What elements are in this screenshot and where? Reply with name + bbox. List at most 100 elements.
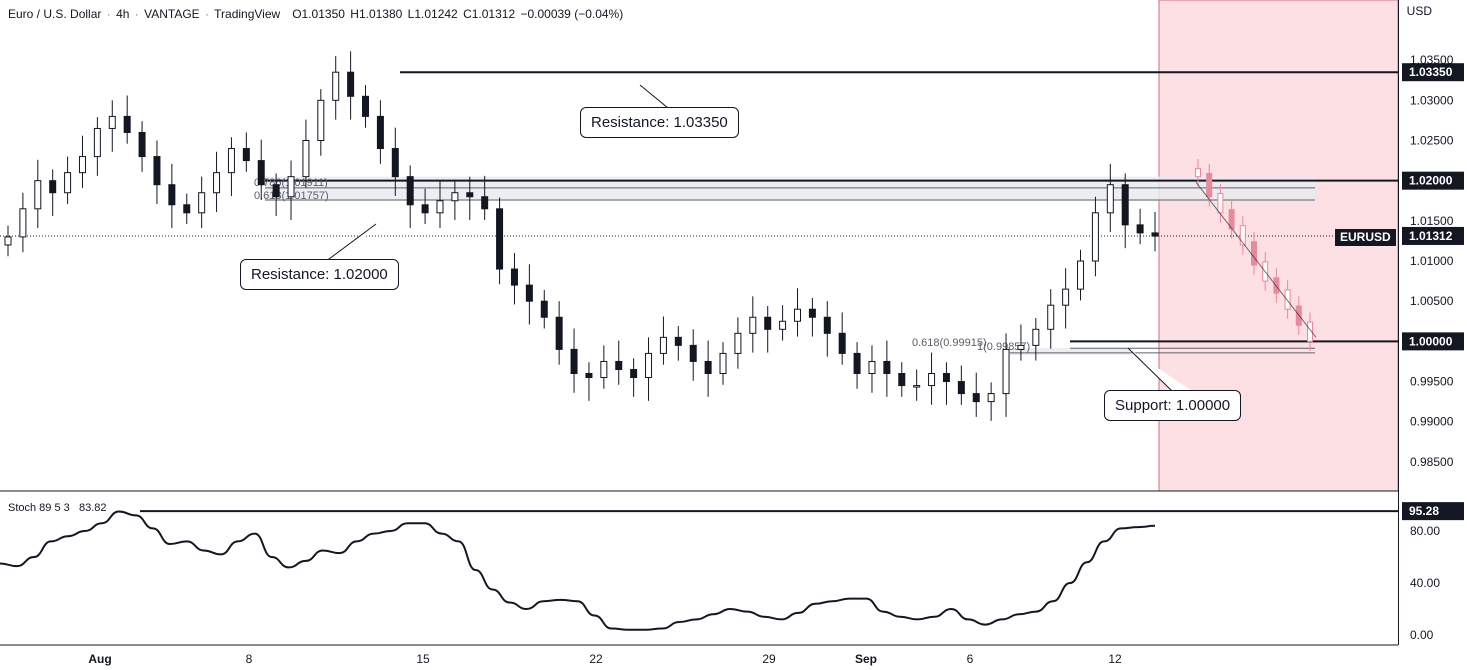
- candle-body: [1017, 344, 1025, 350]
- pointer-resistance-top: [639, 84, 690, 109]
- y-tick-label: 1.02500: [1410, 134, 1454, 148]
- candle-body: [600, 360, 608, 379]
- candle: [49, 169, 57, 217]
- callout-support[interactable]: Support: 1.00000: [1104, 390, 1242, 421]
- candle: [808, 297, 816, 337]
- forecast-body: [1195, 168, 1201, 178]
- candle-body: [853, 352, 861, 374]
- candle-body: [1032, 328, 1040, 346]
- forecast-body: [1284, 289, 1291, 310]
- candle-body: [34, 180, 42, 210]
- candle: [78, 135, 86, 188]
- candle-body: [540, 300, 548, 318]
- candle-body: [108, 115, 116, 129]
- candle: [332, 56, 340, 120]
- candle: [1062, 268, 1070, 329]
- candle: [913, 369, 921, 401]
- candle-body: [153, 156, 161, 186]
- candle-body: [942, 373, 950, 383]
- candle-body: [555, 316, 563, 350]
- candle: [1136, 208, 1144, 245]
- candle: [138, 121, 146, 172]
- candle-body: [510, 268, 518, 286]
- candle-body: [838, 332, 846, 354]
- candle-body: [49, 180, 57, 194]
- candle: [719, 342, 727, 385]
- platform: TradingView: [214, 7, 281, 21]
- candle: [421, 188, 429, 225]
- candle: [898, 362, 906, 397]
- candle: [928, 352, 936, 405]
- candle-body: [347, 71, 355, 97]
- candle-body: [585, 373, 593, 379]
- candle: [779, 305, 787, 341]
- candle: [272, 173, 280, 217]
- candle-body: [242, 148, 250, 162]
- candle: [481, 175, 489, 221]
- ohlc-change: −0.00039 (−0.04%): [520, 7, 624, 21]
- candle: [317, 89, 325, 156]
- candle-body: [78, 156, 86, 174]
- candle: [868, 345, 876, 393]
- candle: [1151, 212, 1159, 252]
- forecast-body: [1217, 193, 1224, 214]
- candles: [4, 51, 1159, 421]
- y-tick-label: 0.99500: [1410, 375, 1454, 389]
- candle: [942, 362, 950, 405]
- candle-body: [64, 172, 72, 194]
- candle: [19, 192, 27, 253]
- candle: [183, 193, 191, 225]
- y-tick-label: 0.98500: [1410, 455, 1454, 469]
- candle: [496, 197, 504, 285]
- price-tag-bg: [1402, 226, 1464, 245]
- stoch-value: 83.82: [78, 502, 107, 514]
- candle: [376, 100, 384, 164]
- symbol-name[interactable]: Euro / U.S. Dollar: [8, 7, 102, 21]
- stoch-label[interactable]: Stoch 89 5 3: [8, 502, 70, 514]
- forecast-body: [1251, 241, 1257, 266]
- callout-resistance-top[interactable]: Resistance: 1.03350: [580, 107, 739, 138]
- candle: [257, 139, 265, 200]
- candle-body: [123, 115, 131, 133]
- candle-body: [674, 336, 682, 346]
- candle-body: [1091, 212, 1099, 262]
- candle: [525, 264, 533, 325]
- candle: [838, 312, 846, 365]
- forecast-body: [1239, 225, 1246, 246]
- candle-body: [615, 360, 623, 370]
- candle-body: [659, 336, 667, 354]
- candle-body: [898, 373, 906, 387]
- callout-resistance-mid[interactable]: Resistance: 1.02000: [240, 259, 399, 290]
- price-tag-1.00000: 1.00000: [1409, 334, 1453, 348]
- candle-body: [645, 352, 653, 379]
- candle-body: [257, 160, 265, 186]
- candle: [957, 365, 965, 405]
- candle-body: [481, 196, 489, 210]
- candle-body: [362, 95, 370, 117]
- fib-label-b1: 1(0.99857): [977, 341, 1030, 353]
- candle: [93, 117, 101, 176]
- price-tag-bg: [1402, 63, 1464, 82]
- candle-body: [421, 204, 429, 214]
- interval[interactable]: 4h: [116, 7, 130, 21]
- candle-body: [138, 131, 146, 158]
- candle-body: [466, 192, 474, 198]
- candle-body: [719, 352, 727, 374]
- x-tick-label: 22: [589, 652, 603, 666]
- candle: [659, 316, 667, 365]
- candle-body: [704, 360, 712, 374]
- stoch-level-tag: 95.28: [1409, 504, 1439, 518]
- candle: [585, 362, 593, 401]
- forecast-candle: [1217, 183, 1224, 223]
- price-tag-bg: [1402, 332, 1464, 351]
- candle: [540, 289, 548, 329]
- candle: [734, 317, 742, 369]
- candle-body: [213, 172, 221, 194]
- candle-body: [4, 236, 12, 246]
- candle: [1106, 163, 1114, 233]
- candle: [615, 340, 623, 385]
- candle: [674, 326, 682, 361]
- forecast-candle: [1195, 158, 1201, 187]
- candle: [198, 176, 206, 229]
